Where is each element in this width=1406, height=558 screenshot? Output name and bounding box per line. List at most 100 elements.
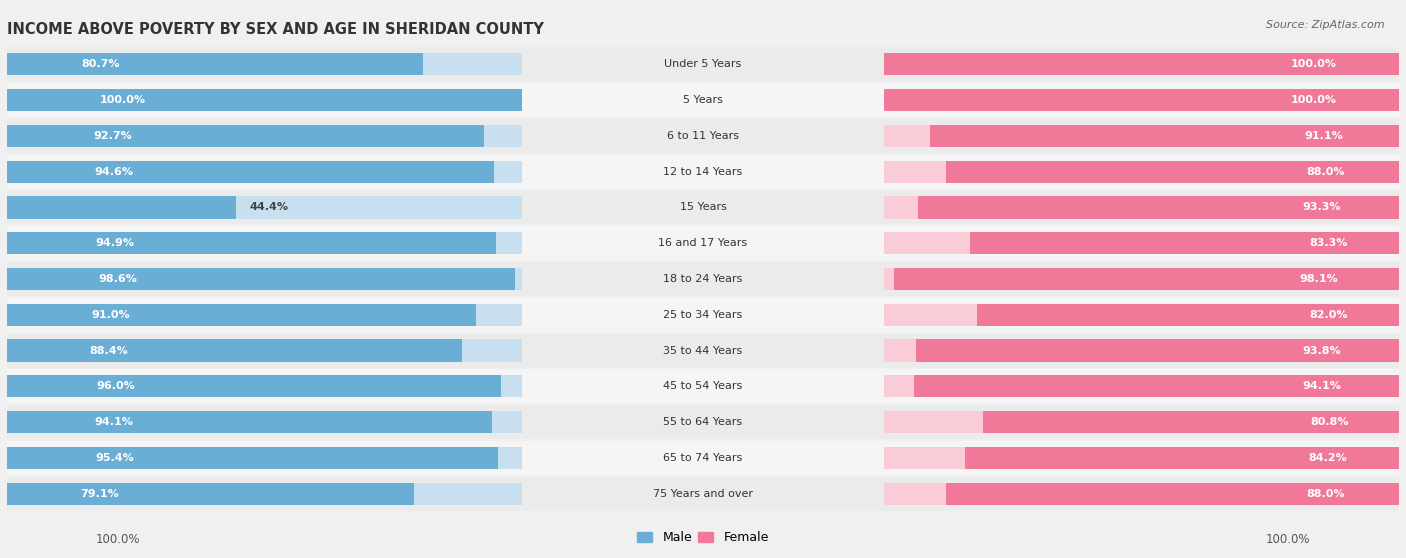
Text: 82.0%: 82.0%	[1310, 310, 1348, 320]
Bar	[7, 304, 475, 326]
Text: 88.0%: 88.0%	[1306, 489, 1344, 499]
Bar	[7, 155, 1399, 189]
Bar	[983, 411, 1399, 433]
Bar	[884, 161, 1399, 183]
Text: 65 to 74 Years: 65 to 74 Years	[664, 453, 742, 463]
Text: 79.1%: 79.1%	[80, 489, 120, 499]
Text: 80.8%: 80.8%	[1310, 417, 1348, 427]
Bar	[7, 339, 522, 362]
Text: 80.7%: 80.7%	[82, 59, 121, 69]
Bar	[7, 262, 1399, 296]
Text: 100.0%: 100.0%	[1291, 95, 1337, 105]
Bar	[884, 53, 1399, 75]
Bar	[929, 125, 1399, 147]
Bar	[7, 441, 1399, 475]
Bar	[894, 268, 1399, 290]
Bar	[884, 483, 1399, 505]
Bar	[884, 232, 1399, 254]
Bar	[7, 411, 492, 433]
Bar	[7, 334, 1399, 368]
Bar	[884, 196, 1399, 219]
Legend: Male, Female: Male, Female	[633, 526, 773, 549]
Text: 100.0%: 100.0%	[1291, 59, 1337, 69]
Text: INCOME ABOVE POVERTY BY SEX AND AGE IN SHERIDAN COUNTY: INCOME ABOVE POVERTY BY SEX AND AGE IN S…	[7, 22, 544, 36]
Text: 12 to 14 Years: 12 to 14 Years	[664, 167, 742, 177]
Text: 16 and 17 Years: 16 and 17 Years	[658, 238, 748, 248]
Bar	[884, 89, 1399, 111]
Bar	[946, 161, 1399, 183]
Text: 84.2%: 84.2%	[1308, 453, 1347, 463]
Text: 55 to 64 Years: 55 to 64 Years	[664, 417, 742, 427]
Bar	[7, 405, 1399, 439]
Bar	[7, 89, 522, 111]
Bar	[7, 369, 1399, 403]
Text: 93.8%: 93.8%	[1302, 345, 1341, 355]
Text: 45 to 54 Years: 45 to 54 Years	[664, 381, 742, 391]
Text: 35 to 44 Years: 35 to 44 Years	[664, 345, 742, 355]
Text: 44.4%: 44.4%	[250, 203, 288, 213]
Text: 75 Years and over: 75 Years and over	[652, 489, 754, 499]
Text: 93.3%: 93.3%	[1303, 203, 1341, 213]
Bar	[7, 268, 522, 290]
Bar	[7, 47, 1399, 81]
Bar	[884, 53, 1399, 75]
Bar	[7, 483, 415, 505]
Bar	[884, 268, 1399, 290]
Bar	[884, 304, 1399, 326]
Bar	[7, 125, 485, 147]
Text: 92.7%: 92.7%	[93, 131, 132, 141]
Text: 100.0%: 100.0%	[96, 533, 141, 546]
Text: Under 5 Years: Under 5 Years	[665, 59, 741, 69]
Bar	[970, 232, 1399, 254]
Bar	[7, 226, 1399, 260]
Text: 6 to 11 Years: 6 to 11 Years	[666, 131, 740, 141]
Bar	[884, 447, 1399, 469]
Bar	[884, 411, 1399, 433]
Bar	[7, 83, 1399, 117]
Text: 91.0%: 91.0%	[91, 310, 129, 320]
Bar	[884, 375, 1399, 397]
Bar	[918, 196, 1399, 219]
Bar	[7, 411, 522, 433]
Bar	[966, 447, 1399, 469]
Bar	[7, 53, 522, 75]
Bar	[7, 268, 515, 290]
Bar	[7, 161, 495, 183]
Bar	[884, 125, 1399, 147]
Text: 98.1%: 98.1%	[1299, 274, 1339, 284]
Text: 95.4%: 95.4%	[96, 453, 134, 463]
Bar	[7, 125, 522, 147]
Text: 18 to 24 Years: 18 to 24 Years	[664, 274, 742, 284]
Bar	[7, 339, 463, 362]
Text: 5 Years: 5 Years	[683, 95, 723, 105]
Text: 94.6%: 94.6%	[94, 167, 134, 177]
Text: 94.1%: 94.1%	[1302, 381, 1341, 391]
Bar	[7, 53, 423, 75]
Bar	[946, 483, 1399, 505]
Bar	[7, 190, 1399, 224]
Text: 94.9%: 94.9%	[96, 238, 134, 248]
Text: 25 to 34 Years: 25 to 34 Years	[664, 310, 742, 320]
Bar	[915, 339, 1399, 362]
Text: 96.0%: 96.0%	[96, 381, 135, 391]
Text: 94.1%: 94.1%	[94, 417, 134, 427]
Text: 88.4%: 88.4%	[89, 345, 128, 355]
Bar	[884, 339, 1399, 362]
Text: 100.0%: 100.0%	[1265, 533, 1310, 546]
Bar	[7, 196, 522, 219]
Bar	[7, 375, 502, 397]
Bar	[7, 196, 236, 219]
Text: 100.0%: 100.0%	[100, 95, 146, 105]
Bar	[7, 447, 522, 469]
Text: 91.1%: 91.1%	[1303, 131, 1343, 141]
Bar	[7, 232, 496, 254]
Bar	[977, 304, 1399, 326]
Bar	[7, 375, 522, 397]
Bar	[7, 89, 522, 111]
Bar	[7, 232, 522, 254]
Bar	[7, 298, 1399, 332]
Bar	[7, 483, 522, 505]
Text: 98.6%: 98.6%	[98, 274, 138, 284]
Text: Source: ZipAtlas.com: Source: ZipAtlas.com	[1267, 20, 1385, 30]
Bar	[7, 447, 498, 469]
